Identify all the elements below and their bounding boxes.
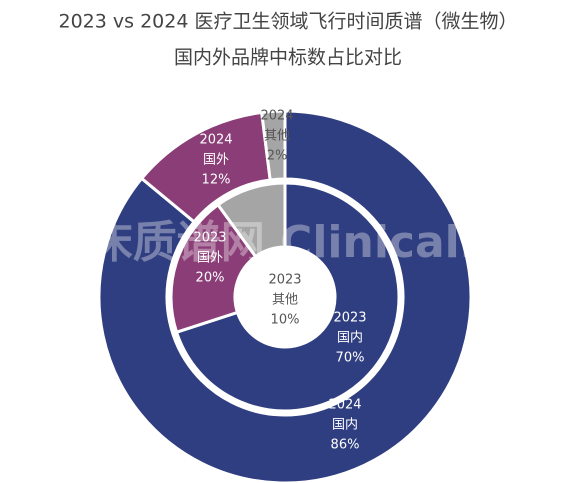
data-label: 70% bbox=[336, 351, 365, 366]
label-category: 其他 bbox=[264, 129, 290, 144]
data-label: 2% bbox=[267, 149, 288, 164]
label-series: 2023 bbox=[333, 311, 366, 326]
label-series: 2024 bbox=[260, 109, 293, 124]
watermark: 临床质谱网 ClinicalMS bbox=[45, 217, 536, 268]
label-category: 国外 bbox=[197, 251, 223, 266]
label-series: 2024 bbox=[199, 133, 232, 148]
label-category: 国内 bbox=[332, 417, 358, 433]
chart-title: 2023 vs 2024 医疗卫生领域飞行时间质谱（微生物） bbox=[59, 11, 518, 33]
data-label: 86% bbox=[331, 438, 360, 453]
donut-segment bbox=[169, 202, 258, 335]
data-label: 20% bbox=[196, 271, 225, 286]
label-category: 其他 bbox=[272, 293, 298, 308]
donut-segment bbox=[215, 181, 287, 259]
label-series: 2023 bbox=[193, 231, 226, 246]
donut-segment bbox=[97, 109, 473, 483]
donut-segment bbox=[174, 181, 401, 413]
label-category: 国内 bbox=[337, 330, 363, 346]
data-label: 12% bbox=[202, 173, 231, 188]
donut-segment bbox=[260, 109, 287, 182]
label-series: 2023 bbox=[268, 273, 301, 288]
data-label: 10% bbox=[271, 313, 300, 328]
label-series: 2024 bbox=[328, 398, 361, 413]
chart-subtitle: 国内外品牌中标数占比对比 bbox=[174, 47, 402, 69]
label-category: 国外 bbox=[203, 153, 229, 168]
